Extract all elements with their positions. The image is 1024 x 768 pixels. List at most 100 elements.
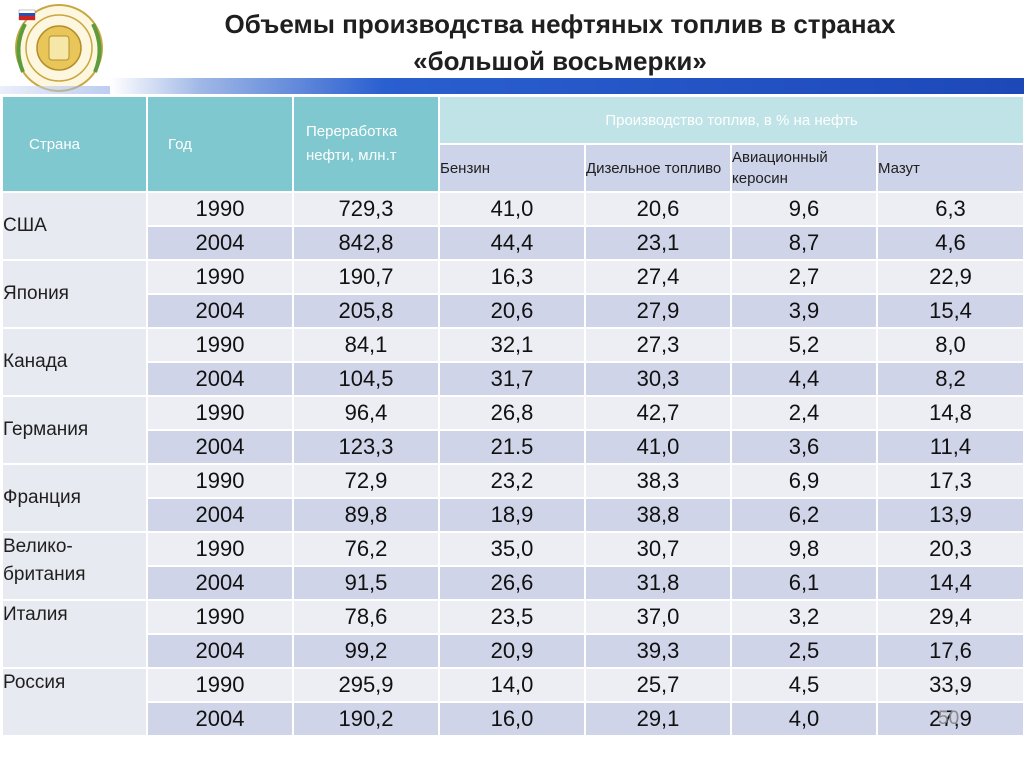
value-cell: 295,9: [292, 667, 440, 703]
value-cell: 842,8: [292, 225, 440, 261]
value-cell: 205,8: [292, 293, 440, 329]
value-cell: 8,2: [875, 361, 1024, 397]
year-cell: 2004: [146, 429, 294, 465]
page-number: 50: [938, 708, 960, 729]
value-cell: 99,2: [292, 633, 440, 669]
value-cell: 17,3: [875, 463, 1024, 499]
country-cell: Италия: [1, 599, 148, 669]
year-cell: 2004: [146, 565, 294, 601]
value-cell: 3,9: [730, 293, 878, 329]
value-cell: 89,8: [292, 497, 440, 533]
value-cell: 26,6: [438, 565, 586, 601]
table-row: Россия 1990 295,9 14,0 25,7 4,5 33,9: [1, 667, 1024, 737]
university-logo: [15, 4, 103, 92]
value-cell: 8,7: [730, 225, 878, 261]
table-row: 2004 190,2 16,0 29,1 4,0 27,9: [2, 701, 1024, 737]
value-cell: 123,3: [292, 429, 440, 465]
country-cell: Канада: [1, 327, 148, 397]
col-header-production: Производство топлив, в % на нефть: [437, 95, 1024, 145]
table-row: 2004 842,8 44,4 23,1 8,7 4,6: [2, 225, 1024, 261]
value-cell: 11,4: [875, 429, 1024, 465]
value-cell: 17,6: [875, 633, 1024, 669]
value-cell: 35,0: [438, 531, 586, 567]
value-cell: 41,0: [438, 191, 586, 227]
value-cell: 39,3: [584, 633, 732, 669]
value-cell: 4,5: [730, 667, 878, 703]
value-cell: 31,7: [438, 361, 586, 397]
value-cell: 190,2: [292, 701, 440, 737]
value-cell: 23,1: [584, 225, 732, 261]
value-cell: 96,4: [292, 395, 440, 431]
value-cell: 9,6: [730, 191, 878, 227]
value-cell: 5,2: [730, 327, 878, 363]
value-cell: 20,3: [875, 531, 1024, 567]
value-cell: 3,2: [730, 599, 878, 635]
table-row: Франция 1990 72,9 23,2 38,3 6,9 17,3: [1, 463, 1024, 533]
value-cell: 2,5: [730, 633, 878, 669]
table-row: Япония 1990 190,7 16,3 27,4 2,7 22,9: [1, 259, 1024, 329]
value-cell: 76,2: [292, 531, 440, 567]
year-cell: 2004: [146, 361, 294, 397]
table-row: 2004 104,5 31,7 30,3 4,4 8,2: [2, 361, 1024, 397]
value-cell: 190,7: [292, 259, 440, 295]
country-cell: Франция: [1, 463, 148, 533]
value-cell: 14,0: [438, 667, 586, 703]
table-row: 2004 205,8 20,6 27,9 3,9 15,4: [2, 293, 1024, 329]
country-cell: Германия: [1, 395, 148, 465]
value-cell: 22,9: [875, 259, 1024, 295]
value-cell: 104,5: [292, 361, 440, 397]
value-cell: 13,9: [875, 497, 1024, 533]
value-cell: 8,0: [875, 327, 1024, 363]
value-cell: 41,0: [584, 429, 732, 465]
value-cell: 27,9: [584, 293, 732, 329]
value-cell: 33,9: [875, 667, 1024, 703]
year-cell: 1990: [146, 463, 294, 499]
table-body: США 1990 729,3 41,0 20,6 9,6 6,3 2004 842,8 44,4 2…: [1, 191, 1024, 737]
value-cell: 42,7: [584, 395, 732, 431]
value-cell: 9,8: [730, 531, 878, 567]
value-cell: 4,4: [730, 361, 878, 397]
value-cell: 6,9: [730, 463, 878, 499]
value-cell: 72,9: [292, 463, 440, 499]
header-accent-bar: [110, 78, 1024, 94]
year-cell: 2004: [146, 293, 294, 329]
year-cell: 1990: [146, 395, 294, 431]
table-row: США 1990 729,3 41,0 20,6 9,6 6,3: [1, 191, 1024, 261]
value-cell: 21.5: [438, 429, 586, 465]
country-cell: Россия: [1, 667, 148, 737]
title-line-2: «большой восьмерки»: [413, 46, 707, 76]
table-row: 2004 91,5 26,6 31,8 6,1 14,4: [2, 565, 1024, 601]
title-line-1: Объемы производства нефтяных топлив в ст…: [224, 9, 896, 39]
value-cell: 27,4: [584, 259, 732, 295]
table-row: Велико-британия 1990 76,2 35,0 30,7 9,8 20,3: [1, 531, 1024, 601]
value-cell: 32,1: [438, 327, 586, 363]
value-cell: 84,1: [292, 327, 440, 363]
table-row: 2004 99,2 20,9 39,3 2,5 17,6: [2, 633, 1024, 669]
value-cell: 91,5: [292, 565, 440, 601]
col-header-gasoline: Бензин: [438, 143, 586, 193]
value-cell: 3,6: [730, 429, 878, 465]
col-header-diesel: Дизельное топливо: [584, 143, 732, 193]
value-cell: 30,3: [584, 361, 732, 397]
value-cell: 31,8: [584, 565, 732, 601]
table-row: 2004 123,3 21.5 41,0 3,6 11,4: [2, 429, 1024, 465]
value-cell: 15,4: [875, 293, 1024, 329]
fuel-production-table: Страна Год Переработка нефти, млн.т Прои…: [1, 95, 1024, 737]
col-header-fuel-oil: Мазут: [875, 143, 1024, 193]
year-cell: 2004: [146, 497, 294, 533]
value-cell: 20,6: [584, 191, 732, 227]
value-cell: 38,3: [584, 463, 732, 499]
col-header-refining: Переработка нефти, млн.т: [292, 95, 440, 193]
value-cell: 6,1: [730, 565, 878, 601]
value-cell: 23,5: [438, 599, 586, 635]
table-row: Италия 1990 78,6 23,5 37,0 3,2 29,4: [1, 599, 1024, 669]
value-cell: 14,4: [875, 565, 1024, 601]
year-cell: 1990: [146, 531, 294, 567]
year-cell: 1990: [146, 327, 294, 363]
value-cell: 78,6: [292, 599, 440, 635]
table-row: 2004 89,8 18,9 38,8 6,2 13,9: [2, 497, 1024, 533]
value-cell: 2,4: [730, 395, 878, 431]
value-cell: 6,2: [730, 497, 878, 533]
year-cell: 1990: [146, 191, 294, 227]
page-title: Объемы производства нефтяных топлив в ст…: [130, 6, 990, 80]
